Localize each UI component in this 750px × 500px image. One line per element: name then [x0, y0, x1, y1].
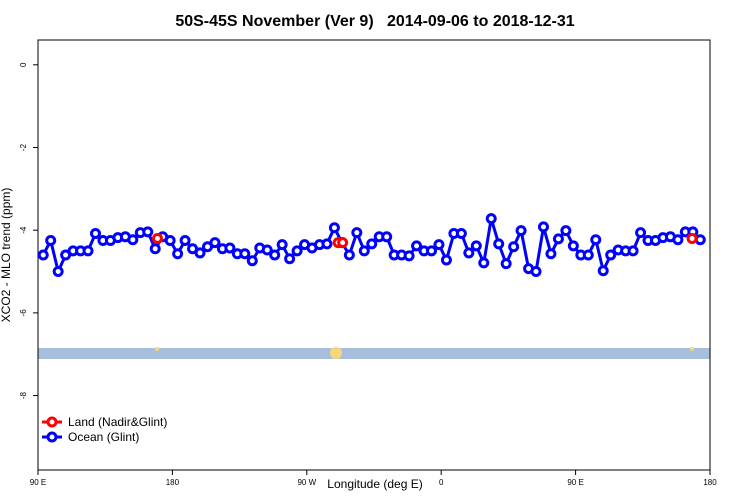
x-tick-label: 90 W — [297, 478, 316, 487]
data-point — [455, 228, 467, 239]
y-tick-label: -2 — [19, 143, 28, 151]
x-tick-label: 180 — [166, 478, 180, 487]
data-point — [276, 239, 288, 251]
data-point — [590, 234, 602, 246]
data-point — [321, 238, 333, 250]
data-point — [194, 247, 206, 259]
data-point — [672, 234, 684, 246]
data-point — [337, 237, 349, 249]
x-tick-label: 90 E — [30, 478, 46, 487]
data-point — [127, 234, 139, 246]
data-point — [164, 235, 176, 247]
legend: Land (Nadir&Glint)Ocean (Glint) — [42, 415, 167, 444]
data-point — [493, 238, 505, 250]
data-point — [366, 238, 378, 250]
data-point — [694, 234, 706, 246]
data-point — [172, 248, 184, 260]
legend-label: Land (Nadir&Glint) — [68, 415, 167, 429]
chart-title: 50S-45S November (Ver 9) 2014-09-06 to 2… — [175, 13, 574, 30]
x-tick-label: 180 — [703, 478, 717, 487]
coverage-spot — [330, 347, 342, 359]
data-point — [151, 232, 163, 244]
data-point — [284, 253, 296, 265]
plot-area — [37, 213, 706, 278]
data-point — [343, 249, 355, 261]
data-point — [500, 258, 512, 270]
data-point — [635, 227, 647, 239]
data-point — [37, 249, 49, 261]
data-point — [179, 235, 191, 247]
data-point — [597, 265, 609, 277]
legend-marker — [46, 431, 58, 443]
data-point — [440, 254, 452, 266]
data-point — [45, 235, 57, 247]
y-axis-label: XCO2 - MLO trend (ppm) — [0, 188, 13, 323]
data-point — [470, 240, 482, 252]
data-point — [433, 239, 445, 251]
data-point — [351, 227, 363, 239]
coverage-spot — [155, 347, 159, 351]
data-point — [261, 244, 273, 256]
data-point — [545, 248, 557, 260]
data-point — [530, 266, 542, 278]
data-point — [209, 237, 221, 249]
data-point — [142, 226, 154, 238]
y-tick-label: -4 — [19, 226, 28, 234]
data-point — [582, 249, 594, 261]
coverage-spot — [690, 347, 694, 351]
data-point — [82, 245, 94, 257]
data-point — [552, 233, 564, 245]
data-point — [560, 225, 572, 237]
data-point — [52, 266, 64, 278]
data-point — [89, 228, 101, 239]
data-point — [149, 243, 161, 255]
y-tick-label: -8 — [19, 391, 28, 399]
data-point — [328, 222, 340, 234]
data-point — [246, 255, 258, 267]
data-point — [686, 232, 698, 244]
data-point — [485, 213, 497, 225]
data-point — [381, 231, 393, 243]
data-point — [567, 240, 579, 252]
data-point — [515, 225, 527, 237]
y-tick-label: -6 — [19, 309, 28, 317]
legend-label: Ocean (Glint) — [68, 430, 139, 444]
x-axis-label: Longitude (deg E) — [327, 477, 422, 491]
data-point — [358, 245, 370, 257]
y-tick-label: 0 — [19, 62, 28, 67]
data-point — [627, 245, 639, 257]
data-point — [224, 242, 236, 254]
data-point — [463, 247, 475, 259]
data-point — [269, 249, 281, 261]
legend-marker — [46, 416, 58, 428]
x-tick-label: 90 E — [567, 478, 583, 487]
coverage-band — [38, 348, 710, 359]
data-point — [239, 248, 251, 260]
data-point — [537, 221, 549, 233]
data-point — [291, 245, 303, 257]
data-point — [605, 249, 617, 261]
data-point — [508, 241, 520, 253]
data-point — [411, 240, 423, 252]
data-point — [403, 250, 415, 262]
x-tick-label: 0 — [439, 478, 444, 487]
data-point — [478, 257, 490, 269]
data-point — [425, 245, 437, 257]
